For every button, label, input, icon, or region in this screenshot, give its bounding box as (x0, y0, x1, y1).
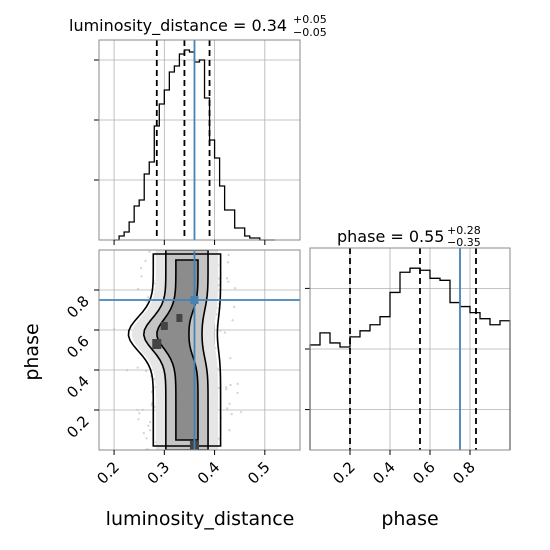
panel-2d-content (99, 250, 300, 450)
title-phase-plus: +0.28 (447, 224, 481, 237)
sample-point (217, 277, 220, 280)
2d-truth-marker (190, 296, 199, 304)
ylabel-phase: phase (21, 323, 43, 380)
sample-point (153, 378, 156, 381)
sample-point (150, 404, 153, 407)
sample-point (125, 369, 129, 372)
density-peak-1 (160, 322, 168, 330)
sample-point (217, 386, 220, 390)
sample-point (113, 327, 116, 331)
sample-point (233, 305, 236, 308)
panel-hist-phase: 0.2 0.4 0.6 0.8 (305, 247, 511, 488)
sample-point (229, 383, 232, 387)
sample-point (148, 429, 152, 432)
2d-ytick-label-0: 0.2 (63, 412, 93, 442)
sample-point (145, 369, 148, 373)
title-lum-minus: −0.05 (293, 26, 327, 39)
sample-point (236, 391, 239, 395)
title-phase-main: phase = 0.55 (337, 227, 444, 246)
sample-point (227, 280, 230, 283)
sample-point (138, 412, 141, 415)
hist-phase-xtick-label-2: 0.6 (409, 458, 439, 488)
sample-point (240, 410, 243, 414)
sample-point (226, 261, 230, 264)
density-band-inner (156, 259, 199, 441)
sample-point (228, 429, 231, 432)
sample-point (137, 418, 140, 421)
sample-point (153, 282, 156, 285)
2d-xtick-label-1: 0.3 (144, 458, 174, 488)
hist-phase-histogram-line (309, 267, 511, 450)
sample-point (147, 424, 150, 427)
sample-point (225, 388, 228, 391)
panel-2d-density: 0.2 0.3 0.4 0.5 0.2 0.4 0.6 0.8 (63, 249, 301, 488)
sample-point (236, 382, 239, 386)
hist-phase-xtick-label-3: 0.8 (449, 458, 479, 488)
sample-point (137, 287, 140, 291)
title-phase: phase = 0.55 +0.28 −0.35 (337, 224, 481, 249)
sample-point (141, 408, 144, 411)
sample-point (219, 329, 222, 332)
title-lum-main: luminosity_distance = 0.34 (69, 16, 287, 36)
sample-point (140, 275, 143, 278)
sample-point (136, 408, 139, 412)
xlabel-phase: phase (381, 508, 438, 530)
sample-point (223, 331, 226, 334)
sample-point (227, 253, 230, 257)
2d-xtick-label-3: 0.5 (244, 458, 274, 488)
2d-xtick-label-0: 0.2 (93, 458, 123, 488)
sample-point (226, 407, 229, 410)
title-lum: luminosity_distance = 0.34 +0.05 −0.05 (69, 13, 327, 39)
sample-point (144, 259, 147, 263)
density-peak-2 (176, 314, 183, 322)
sample-point (140, 267, 143, 270)
2d-ytick-label-3: 0.8 (63, 292, 93, 322)
sample-point (228, 402, 231, 405)
xlabel-luminosity-distance: luminosity_distance (106, 508, 295, 530)
panel-hist-luminosity-distance (94, 39, 301, 245)
sample-point (225, 386, 228, 389)
sample-point (147, 296, 150, 299)
hist-phase-frame (309, 247, 511, 451)
hist-lum-frame (98, 39, 301, 241)
2d-ytick-label-2: 0.6 (63, 332, 93, 362)
sample-point (136, 366, 139, 369)
density-contour-outer (127, 253, 222, 447)
hist-lum-histogram-line (114, 49, 275, 241)
sample-point (148, 250, 151, 253)
sample-point (149, 421, 152, 424)
density-peak-0 (152, 339, 162, 349)
sample-point (225, 277, 229, 280)
2d-ytick-label-1: 0.4 (63, 372, 93, 402)
hist-phase-xtick-label-1: 0.4 (369, 458, 399, 488)
hist-phase-xtick-label-0: 0.2 (329, 458, 359, 488)
2d-xtick-label-2: 0.4 (194, 458, 224, 488)
title-lum-plus: +0.05 (293, 13, 327, 26)
title-phase-minus: −0.35 (447, 236, 481, 249)
sample-point (231, 319, 234, 322)
2d-frame (98, 249, 301, 451)
sample-point (234, 287, 237, 290)
sample-point (230, 412, 233, 416)
sample-point (229, 357, 232, 360)
sample-point (217, 284, 220, 287)
sample-point (145, 437, 148, 440)
sample-point (142, 432, 145, 435)
